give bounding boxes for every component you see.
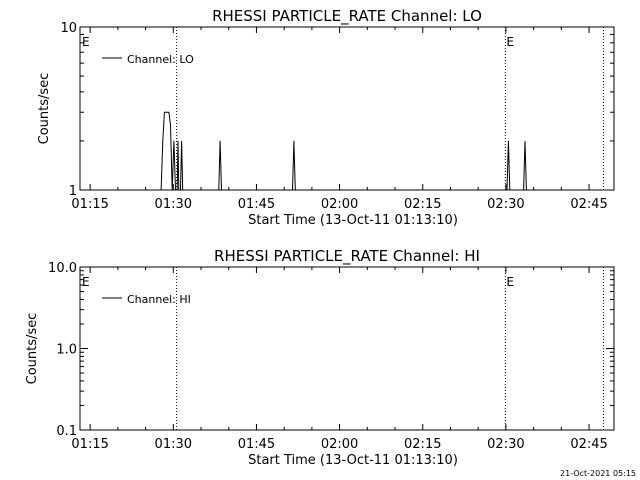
legend-entry: Channel: HI bbox=[127, 293, 191, 306]
eclipse-label: E bbox=[82, 275, 90, 289]
eclipse-label: E bbox=[82, 35, 90, 49]
plot-frame bbox=[79, 26, 615, 191]
x-axis-label: Start Time (13-Oct-11 01:13:10) bbox=[248, 453, 458, 468]
x-tick-label: 01:30 bbox=[155, 197, 192, 212]
x-tick-label: 02:15 bbox=[404, 197, 441, 212]
x-tick-label: 02:00 bbox=[321, 197, 358, 212]
eclipse-label: E bbox=[506, 275, 514, 289]
y-tick-label: 10.0 bbox=[48, 261, 77, 276]
legend-entry: Channel: LO bbox=[127, 53, 194, 66]
chart-title: RHESSI PARTICLE_RATE Channel: LO bbox=[212, 7, 482, 26]
eclipse-label: E bbox=[506, 35, 514, 49]
x-tick-label: 02:45 bbox=[570, 197, 607, 212]
y-tick-label: 1.0 bbox=[56, 343, 77, 358]
y-axis-label: Counts/sec bbox=[37, 73, 52, 145]
chart-title: RHESSI PARTICLE_RATE Channel: HI bbox=[214, 247, 480, 266]
x-tick-label: 01:45 bbox=[238, 197, 275, 212]
plot-frame bbox=[79, 266, 615, 431]
y-tick-label: 1 bbox=[69, 184, 77, 199]
chart-panel-0: RHESSI PARTICLE_RATE Channel: LO 01:15 01:… bbox=[37, 7, 615, 228]
y-tick-label: 0.1 bbox=[56, 424, 77, 439]
footer-timestamp: 21-Oct-2021 05:15 bbox=[560, 469, 636, 478]
x-tick-label: 01:30 bbox=[155, 437, 192, 452]
x-tick-label: 02:30 bbox=[487, 437, 524, 452]
series-line bbox=[160, 111, 527, 191]
chart-panel-1: RHESSI PARTICLE_RATE Channel: HI 01:15 01:… bbox=[25, 247, 615, 468]
x-tick-label: 02:00 bbox=[321, 437, 358, 452]
x-tick-label: 01:15 bbox=[71, 197, 108, 212]
y-axis-label: Counts/sec bbox=[25, 313, 40, 385]
x-tick-label: 02:30 bbox=[487, 197, 524, 212]
x-tick-label: 01:15 bbox=[71, 437, 108, 452]
x-tick-label: 01:45 bbox=[238, 437, 275, 452]
x-tick-label: 02:45 bbox=[570, 437, 607, 452]
y-tick-label: 10 bbox=[60, 21, 77, 36]
x-axis-label: Start Time (13-Oct-11 01:13:10) bbox=[248, 213, 458, 228]
x-tick-label: 02:15 bbox=[404, 437, 441, 452]
